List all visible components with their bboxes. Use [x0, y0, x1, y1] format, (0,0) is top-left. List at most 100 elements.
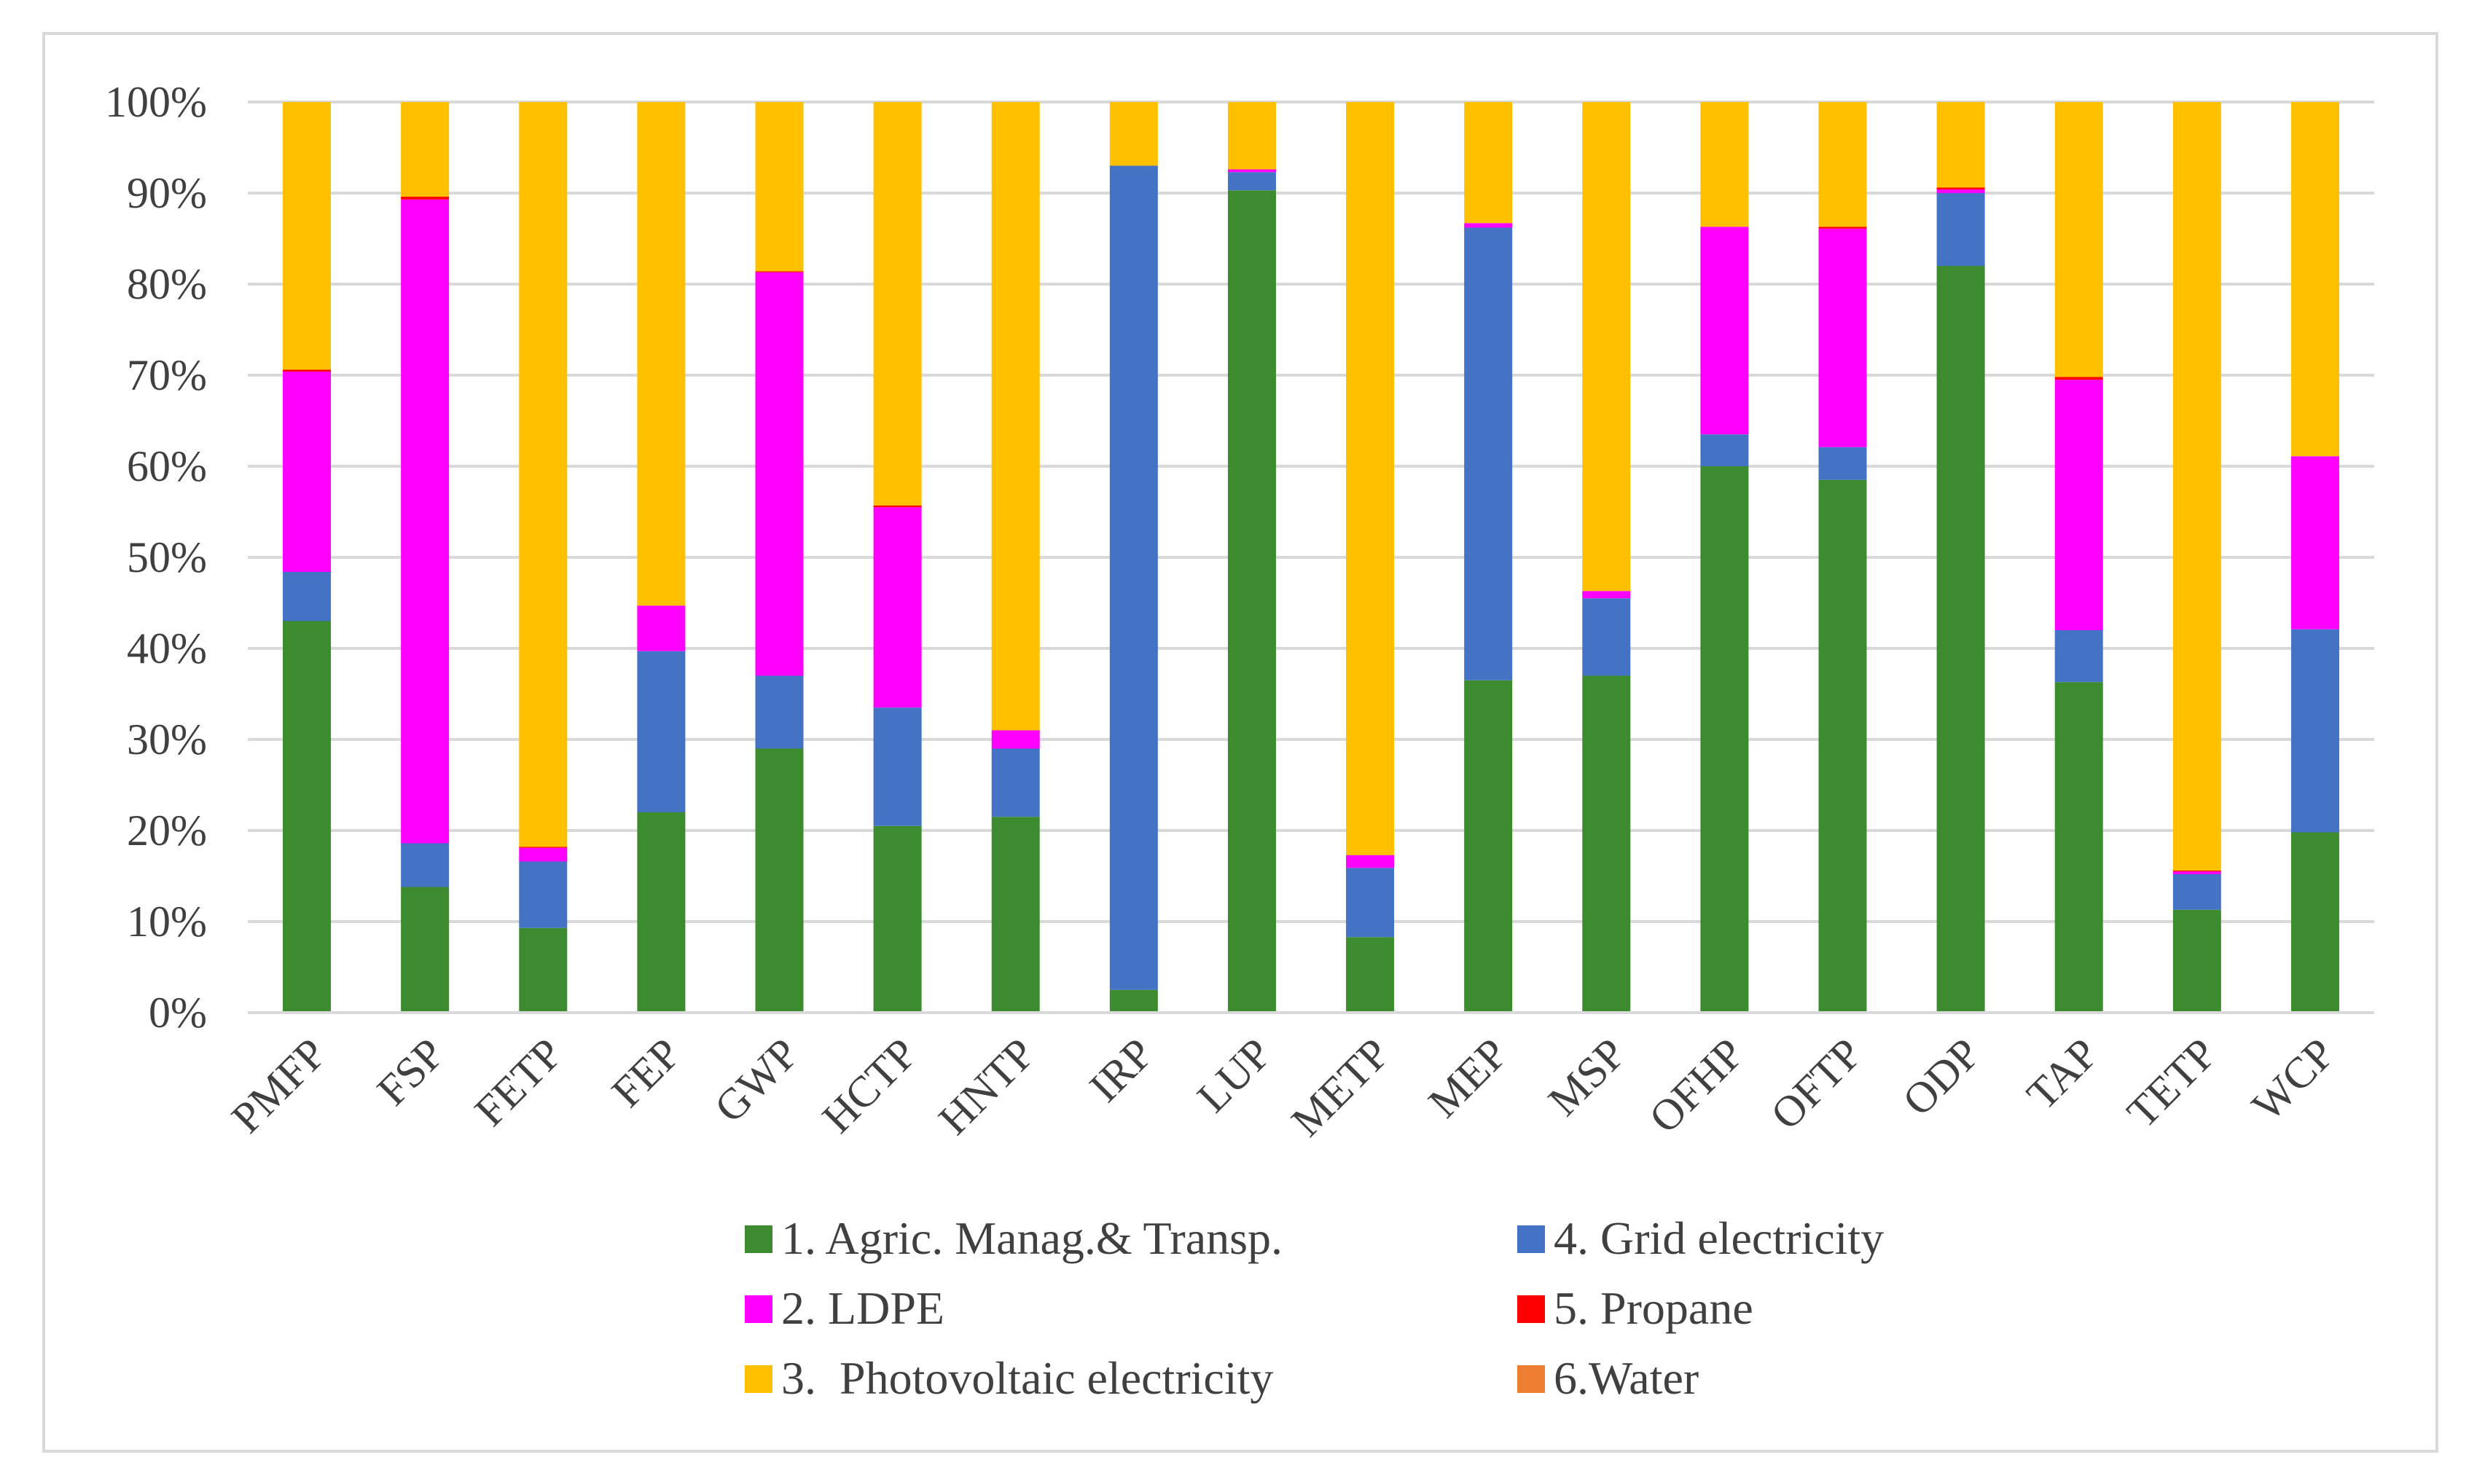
x-tick-label-wcp: WCP	[2243, 1029, 2344, 1131]
bar-hntp-series-4	[991, 748, 1040, 817]
bar-mep-series-4	[1464, 227, 1513, 680]
y-tick-label: 60%	[127, 442, 207, 490]
bar-metp-series-1	[1346, 937, 1395, 1013]
y-tick-label: 0%	[149, 989, 207, 1037]
legend-swatch-3	[745, 1365, 772, 1393]
bar-gwp-series-3	[755, 102, 804, 272]
bar-odp-series-2	[1936, 189, 1985, 193]
bar-ofhp-series-4	[1700, 434, 1749, 466]
bar-pmfp-series-2	[283, 372, 332, 572]
legend-label-3: 3. Photovoltaic electricity	[781, 1352, 1273, 1404]
bar-tap-series-3	[2054, 102, 2103, 377]
bar-odp-series-1	[1936, 266, 1985, 1013]
bar-tap-series-5	[2054, 377, 2103, 380]
x-tick-label-odp: ODP	[1893, 1029, 1989, 1126]
x-tick-label-tap: TAP	[2017, 1029, 2107, 1119]
y-tick-label: 90%	[127, 169, 207, 217]
bar-ofhp-series-1	[1700, 466, 1749, 1013]
bar-metp-series-3	[1346, 102, 1395, 855]
bar-fep-series-4	[637, 651, 686, 812]
x-tick-label-oftp: OFTP	[1761, 1029, 1871, 1139]
bar-ofhp-series-3	[1700, 102, 1749, 227]
bar-tetp-series-1	[2172, 909, 2221, 1013]
bar-lup-series-4	[1227, 172, 1276, 191]
bar-metp-series-2	[1346, 855, 1395, 868]
bar-fep-series-3	[637, 102, 686, 606]
bar-mep-series-2	[1464, 223, 1513, 228]
y-tick-label: 30%	[127, 715, 207, 763]
bar-oftp-series-2	[1818, 228, 1867, 447]
bar-wcp-series-4	[2290, 629, 2339, 833]
y-tick-label: 10%	[127, 898, 207, 946]
bar-metp-series-4	[1346, 868, 1395, 938]
x-tick-label-tetp: TETP	[2118, 1029, 2226, 1137]
bars	[283, 102, 2339, 1013]
x-tick-label-msp: MSP	[1539, 1029, 1635, 1126]
bar-odp-series-4	[1936, 193, 1985, 266]
bar-pmfp-series-1	[283, 621, 332, 1013]
bar-fetp-series-4	[519, 861, 568, 928]
bar-gwp-series-1	[755, 748, 804, 1013]
bar-fsp-series-2	[401, 199, 450, 844]
x-tick-label-mep: MEP	[1419, 1029, 1517, 1127]
bar-fetp-series-1	[519, 927, 568, 1013]
bar-fetp-series-2	[519, 847, 568, 862]
bar-lup-series-3	[1227, 102, 1276, 170]
x-tick-label-lup: LUP	[1188, 1029, 1280, 1122]
bar-pmfp-series-5	[283, 369, 332, 372]
legend-label-4: 4. Grid electricity	[1554, 1212, 1884, 1264]
x-tick-label-pmfp: PMFP	[222, 1029, 335, 1142]
bar-hctp-series-5	[873, 505, 922, 508]
legend-label-6: 6.Water	[1554, 1352, 1699, 1404]
x-tick-label-hctp: HCTP	[813, 1029, 926, 1142]
bar-fsp-series-3	[401, 102, 450, 197]
y-tick-label: 70%	[127, 351, 207, 399]
bar-mep-series-3	[1464, 102, 1513, 224]
legend-swatch-2	[745, 1295, 772, 1323]
y-tick-label: 40%	[127, 624, 207, 672]
bar-oftp-series-1	[1818, 479, 1867, 1013]
bar-hntp-series-3	[991, 102, 1040, 731]
y-tick-label: 50%	[127, 533, 207, 581]
bar-tetp-series-2	[2172, 871, 2221, 874]
x-tick-label-ofhp: OFHP	[1640, 1029, 1753, 1142]
x-tick-label-fep: FEP	[603, 1029, 690, 1117]
bar-lup-series-1	[1227, 190, 1276, 1013]
bar-hctp-series-2	[873, 507, 922, 708]
bar-wcp-series-2	[2290, 456, 2339, 629]
bar-oftp-series-4	[1818, 447, 1867, 480]
x-tick-label-hntp: HNTP	[929, 1029, 1044, 1144]
legend-swatch-1	[745, 1225, 772, 1253]
legend-swatch-6	[1517, 1365, 1545, 1393]
x-tick-label-gwp: GWP	[705, 1029, 808, 1132]
x-tick-label-fetp: FETP	[466, 1029, 572, 1136]
bar-fetp-series-3	[519, 102, 568, 847]
legend-label-5: 5. Propane	[1554, 1282, 1753, 1334]
bar-tetp-series-3	[2172, 102, 2221, 871]
bar-pmfp-series-4	[283, 572, 332, 621]
y-tick-label: 100%	[105, 78, 207, 126]
bar-hctp-series-3	[873, 102, 922, 506]
bar-irp-series-4	[1109, 165, 1158, 990]
bar-msp-series-2	[1582, 591, 1631, 599]
bar-msp-series-1	[1582, 675, 1631, 1013]
bar-hctp-series-1	[873, 825, 922, 1013]
bar-fep-series-2	[637, 605, 686, 651]
bar-ofhp-series-2	[1700, 227, 1749, 435]
y-tick-label: 80%	[127, 260, 207, 308]
bar-wcp-series-1	[2290, 832, 2339, 1013]
bar-tap-series-4	[2054, 630, 2103, 683]
bar-irp-series-3	[1109, 102, 1158, 166]
legend-label-1: 1. Agric. Manag.& Transp.	[781, 1212, 1283, 1264]
bar-hntp-series-1	[991, 817, 1040, 1013]
bar-hntp-series-2	[991, 730, 1040, 749]
legend-label-2: 2. LDPE	[781, 1282, 944, 1334]
bar-msp-series-4	[1582, 598, 1631, 676]
bar-fsp-series-5	[401, 197, 450, 200]
legend: 1. Agric. Manag.& Transp. 4. Grid electri…	[745, 1212, 1884, 1404]
x-tick-label-metp: METP	[1282, 1029, 1398, 1146]
bar-tap-series-2	[2054, 380, 2103, 630]
bar-odp-series-3	[1936, 102, 1985, 188]
bar-msp-series-3	[1582, 102, 1631, 592]
